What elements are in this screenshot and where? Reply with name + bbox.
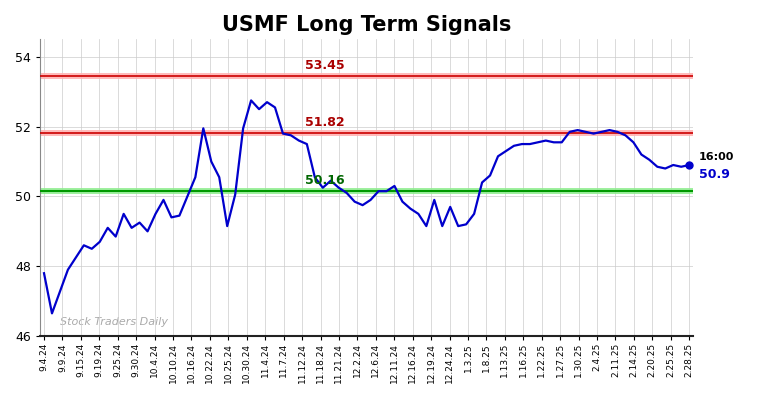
Text: 16:00: 16:00 xyxy=(699,152,734,162)
Bar xyxy=(40,73,693,79)
Text: 53.45: 53.45 xyxy=(305,59,345,72)
Title: USMF Long Term Signals: USMF Long Term Signals xyxy=(222,15,511,35)
Text: 50.9: 50.9 xyxy=(699,168,730,181)
Text: 50.16: 50.16 xyxy=(305,174,345,187)
Bar xyxy=(40,130,693,136)
Text: Stock Traders Daily: Stock Traders Daily xyxy=(60,317,168,327)
Text: 51.82: 51.82 xyxy=(305,116,345,129)
Bar xyxy=(40,188,693,194)
